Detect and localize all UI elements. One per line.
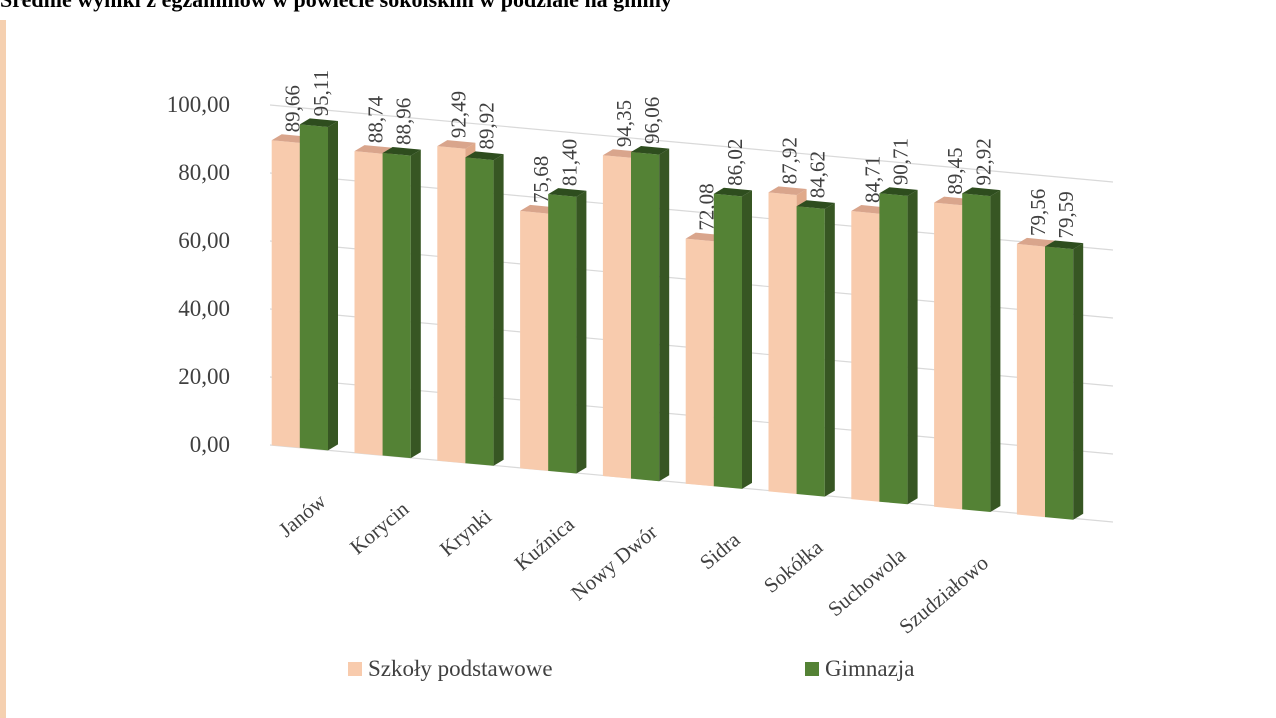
data-label: 79,56 — [1026, 189, 1050, 236]
bar-top — [354, 145, 393, 154]
legend-swatch — [348, 662, 362, 676]
y-tick-label: 60,00 — [178, 228, 230, 253]
bar-front — [685, 238, 714, 487]
data-label: 79,59 — [1054, 191, 1078, 238]
bar-front — [437, 146, 466, 464]
bar-top — [1016, 237, 1055, 247]
bar-front — [713, 193, 742, 489]
data-label: 90,71 — [888, 138, 912, 185]
data-label: 89,92 — [474, 102, 498, 149]
y-tick-label: 80,00 — [178, 160, 230, 185]
data-label: 88,96 — [392, 98, 416, 145]
bar-side — [742, 190, 752, 489]
data-label: 96,06 — [640, 97, 664, 144]
bar-side — [824, 202, 835, 497]
bar-side — [907, 189, 918, 505]
bar-top — [962, 187, 1001, 197]
x-tick-label: Suchowola — [823, 542, 910, 621]
data-label: 94,35 — [612, 100, 636, 147]
x-tick-label: Janów — [274, 488, 331, 541]
bar-side — [576, 190, 587, 474]
bar-top — [1045, 240, 1084, 250]
x-tick-label: Korycin — [345, 496, 414, 559]
data-label: 84,62 — [806, 151, 830, 198]
legend-swatch — [805, 662, 819, 676]
x-tick-label: Sidra — [695, 527, 745, 574]
y-tick-label: 20,00 — [178, 364, 230, 389]
data-label: 92,49 — [446, 91, 470, 138]
bar-front — [768, 192, 797, 494]
bar-front — [631, 152, 660, 482]
data-label: 92,92 — [971, 138, 995, 185]
x-tick-label: Sokółka — [759, 535, 828, 598]
bar-top — [382, 147, 421, 156]
bar-top — [713, 187, 752, 197]
bar-front — [548, 194, 577, 474]
bar-front — [465, 157, 494, 466]
bar-front — [299, 124, 328, 451]
data-label: 88,74 — [364, 95, 388, 143]
gridline — [269, 104, 1114, 183]
legend-label: Szkoły podstawowe — [368, 656, 553, 681]
legend-label: Gimnazja — [825, 656, 914, 681]
bar-side — [410, 149, 421, 459]
x-tick-label: Szudziałowo — [894, 551, 993, 639]
data-label: 87,92 — [778, 137, 802, 184]
bar-side — [990, 190, 1001, 512]
bar-front — [1016, 243, 1045, 518]
y-tick-label: 100,00 — [167, 92, 230, 117]
left-accent-border — [0, 20, 6, 718]
bar-top — [879, 187, 918, 196]
bar-front — [796, 206, 825, 497]
bar-top — [465, 151, 504, 161]
bar-side — [659, 148, 670, 482]
bar-front — [271, 140, 300, 448]
bar-top — [631, 146, 670, 155]
page-header: Średnie wyniki z egzaminów w powiecie so… — [0, 0, 1276, 20]
bar-side — [328, 121, 338, 451]
data-label: 95,11 — [309, 70, 333, 116]
x-tick-label: Nowy Dwór — [566, 520, 661, 605]
bar-front — [851, 211, 880, 502]
bar-front — [962, 193, 991, 512]
data-label: 81,40 — [557, 139, 581, 186]
y-tick-label: 0,00 — [190, 432, 230, 457]
chart-frame: 0,00 20,00 40,00 60,00 80,00 100,00 89,66 95,11… — [0, 20, 1276, 718]
x-tick-label: Kuźnica — [510, 512, 580, 576]
bar-side — [493, 154, 504, 466]
bar-front — [602, 155, 631, 479]
bar-front — [879, 193, 908, 505]
y-tick-label: 40,00 — [178, 296, 230, 321]
data-label: 86,02 — [723, 139, 747, 186]
bar-top — [437, 140, 476, 149]
bar-top — [548, 188, 587, 197]
bar-front — [382, 153, 411, 459]
bar-top — [796, 200, 835, 209]
bar-front — [934, 202, 963, 510]
document-heading: Średnie wyniki z egzaminów w powiecie so… — [0, 0, 672, 13]
bar-front — [354, 151, 383, 456]
data-label: 89,45 — [943, 147, 967, 194]
bar-top — [768, 186, 807, 195]
bar-front — [520, 210, 549, 471]
bar-top — [299, 118, 338, 127]
x-tick-label: Krynki — [435, 504, 496, 561]
bar-side — [1073, 243, 1084, 520]
bar-front — [1045, 246, 1074, 520]
